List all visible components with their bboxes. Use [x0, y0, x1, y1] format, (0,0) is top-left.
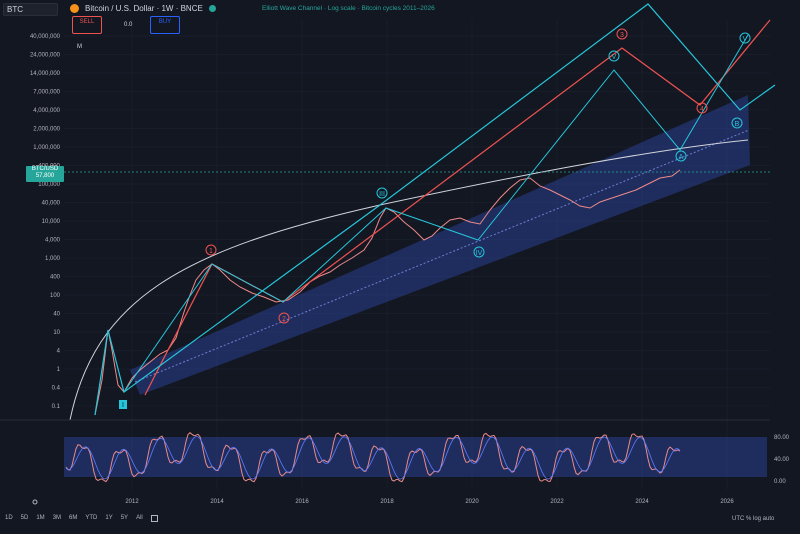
- price-tick-label: 10,000: [42, 219, 61, 225]
- symbol-search-input[interactable]: BTC: [3, 3, 58, 16]
- wave-label-3: 3: [620, 32, 624, 39]
- current-price-badge: BTC/USD 57,800: [26, 166, 64, 182]
- red-wave-count: [144, 19, 771, 396]
- wave-marker-a[interactable]: [376, 187, 388, 199]
- oscillator-axis[interactable]: 80.00 40.00 0.00: [774, 435, 790, 485]
- symbol-title: Bitcoin / U.S. Dollar · 1W · BNCE: [85, 4, 203, 13]
- price-tick-label: 4,000: [45, 238, 61, 244]
- regression-channel: [130, 95, 750, 395]
- wave-marker-b[interactable]: [473, 246, 485, 258]
- time-tick-label: 2026: [720, 499, 734, 505]
- price-tick-label: 100: [50, 293, 61, 299]
- oscillator-tick-label: 0.00: [774, 479, 786, 485]
- timezone-scale-settings[interactable]: UTC % log auto: [732, 516, 775, 522]
- wave-label-v-2: V: [743, 36, 748, 43]
- wave-marker-1[interactable]: [205, 244, 217, 256]
- buy-button[interactable]: BUY: [150, 16, 180, 34]
- price-tick-label: 0.1: [52, 404, 61, 410]
- price-tick-label: 40,000,000: [30, 34, 61, 40]
- time-axis[interactable]: 2012 2014 2016 2018 2020 2022 2024 2026: [125, 499, 734, 505]
- current-price-value: 57,800: [35, 173, 55, 179]
- price-tick-label: 7,000,000: [33, 90, 60, 96]
- range-all[interactable]: All: [136, 515, 143, 521]
- wave-marker-w[interactable]: [731, 117, 743, 129]
- oscillator-line: [65, 432, 681, 483]
- price-tick-label: 100,000: [38, 182, 60, 188]
- current-price-label: BTC/USD: [31, 166, 59, 172]
- time-tick-label: 2020: [465, 499, 479, 505]
- wave-label-1: 1: [209, 248, 213, 255]
- grid-lines: [64, 20, 770, 490]
- range-3m[interactable]: 3M: [52, 515, 62, 521]
- indicator-legend[interactable]: Elliott Wave Channel · Log scale · Bitco…: [262, 5, 435, 12]
- price-axis[interactable]: 40,000,00024,000,00014,000,0007,000,0004…: [30, 34, 61, 410]
- oscillator-band: [64, 437, 767, 477]
- wave-label-iii: III: [379, 191, 385, 198]
- wave-label-4: 4: [700, 106, 704, 113]
- price-tick-label: 14,000,000: [30, 71, 61, 77]
- price-tick-label: 2,000,000: [33, 127, 60, 133]
- price-tick-label: 40,000: [42, 201, 61, 207]
- wave-label-i: I: [122, 402, 124, 409]
- spread-value: 0.0: [124, 22, 133, 28]
- bitcoin-icon: [70, 4, 79, 13]
- range-toolbar: 1D 5D 1M 3M 6M YTD 1Y 5Y All: [5, 515, 158, 522]
- wave-marker-start[interactable]: [119, 400, 127, 409]
- oscillator-signal: [65, 435, 681, 480]
- range-1m[interactable]: 1M: [36, 515, 45, 521]
- oscillator-tick-label: 80.00: [774, 435, 790, 441]
- wave-marker-3[interactable]: [616, 28, 628, 40]
- time-tick-label: 2024: [635, 499, 649, 505]
- time-tick-label: 2018: [380, 499, 394, 505]
- settings-icon[interactable]: [32, 499, 38, 505]
- range-5d[interactable]: 5D: [20, 515, 29, 521]
- price-tick-label: 40: [53, 312, 60, 318]
- range-1d[interactable]: 1D: [5, 515, 13, 521]
- wave-marker-4[interactable]: [696, 102, 708, 114]
- wave-marker-e[interactable]: [739, 32, 751, 44]
- price-tick-label: 1,000: [45, 256, 61, 262]
- channel-midline: [134, 129, 750, 383]
- price-tick-label: 4: [57, 349, 61, 355]
- wave-marker-2[interactable]: [278, 312, 290, 324]
- wave-markers: 1 2 3 4 III IV V A V B I: [119, 28, 751, 409]
- wave-label-v: V: [612, 54, 617, 61]
- cyan-wave-inner: [123, 34, 749, 393]
- oscillator-tick-label: 40.00: [774, 457, 790, 463]
- symbol-info[interactable]: Bitcoin / U.S. Dollar · 1W · BNCE: [70, 4, 216, 13]
- sell-button[interactable]: SELL: [72, 16, 102, 34]
- price-tick-label: 1: [57, 367, 61, 373]
- time-tick-label: 2022: [550, 499, 564, 505]
- range-1y[interactable]: 1Y: [105, 515, 113, 521]
- wave-label-a: A: [679, 154, 684, 161]
- wave-label-iv: IV: [476, 250, 483, 257]
- range-6m[interactable]: 6M: [69, 515, 78, 521]
- price-tick-label: 24,000,000: [30, 53, 61, 59]
- range-ytd[interactable]: YTD: [85, 515, 98, 521]
- price-tick-label: 10: [53, 330, 60, 336]
- time-tick-label: 2014: [210, 499, 224, 505]
- price-tick-label: 1,000,000: [33, 145, 60, 151]
- calendar-icon[interactable]: [150, 515, 158, 522]
- range-5y[interactable]: 5Y: [120, 515, 129, 521]
- price-tick-label: 4,000,000: [33, 108, 60, 114]
- wave-marker-d[interactable]: [675, 150, 687, 162]
- market-status-icon: [208, 5, 216, 12]
- cyan-wave-outer: [94, 3, 776, 416]
- time-tick-label: 2012: [125, 499, 139, 505]
- wave-label-2: 2: [282, 316, 286, 323]
- time-tick-label: 2016: [295, 499, 309, 505]
- price-tick-label: 400: [50, 275, 61, 281]
- wave-label-b: B: [735, 121, 740, 128]
- wave-marker-c[interactable]: [608, 50, 620, 62]
- price-tick-label: 0.4: [52, 386, 61, 392]
- collapse-legend-toggle[interactable]: M: [77, 44, 82, 50]
- top-toolbar: BTC Bitcoin / U.S. Dollar · 1W · BNCE El…: [0, 0, 800, 16]
